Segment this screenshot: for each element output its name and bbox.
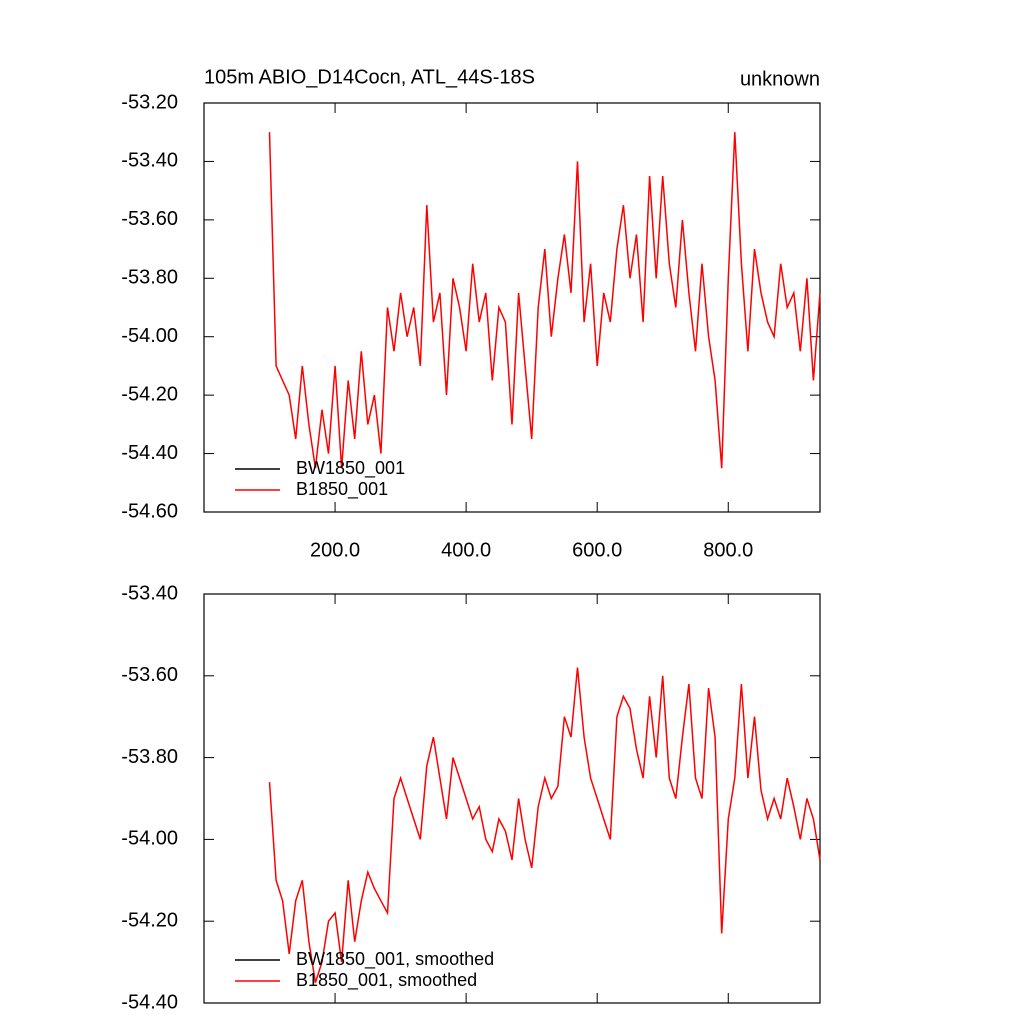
- y-tick-label: -54.00: [121, 325, 178, 347]
- y-tick-label: -54.40: [121, 991, 178, 1013]
- y-tick-label: -53.60: [121, 208, 178, 230]
- legend-label: B1850_001, smoothed: [296, 970, 477, 991]
- y-tick-label: -54.00: [121, 828, 178, 850]
- y-tick-label: -53.60: [121, 664, 178, 686]
- legend-label: B1850_001: [296, 479, 388, 500]
- y-tick-label: -54.60: [121, 500, 178, 522]
- x-tick-label: 600.0: [572, 539, 622, 561]
- y-tick-label: -53.40: [121, 582, 178, 604]
- x-tick-label: 400.0: [441, 539, 491, 561]
- y-tick-label: -53.80: [121, 746, 178, 768]
- legend-label: BW1850_001, smoothed: [296, 949, 494, 970]
- right-label: unknown: [740, 68, 820, 90]
- y-tick-label: -54.40: [121, 442, 178, 464]
- y-tick-label: -53.40: [121, 150, 178, 172]
- legend-label: BW1850_001: [296, 458, 405, 479]
- y-tick-label: -54.20: [121, 909, 178, 931]
- y-tick-label: -54.20: [121, 383, 178, 405]
- y-tick-label: -53.80: [121, 267, 178, 289]
- plot-frame: [203, 102, 821, 513]
- x-tick-label: 800.0: [703, 539, 753, 561]
- data-line: [268, 667, 821, 983]
- chart-title: 105m ABIO_D14Cocn, ATL_44S-18S: [204, 66, 535, 88]
- data-line: [268, 132, 821, 469]
- plot-frame: [203, 593, 821, 1004]
- y-tick-label: -53.20: [121, 91, 178, 113]
- x-tick-label: 200.0: [310, 539, 360, 561]
